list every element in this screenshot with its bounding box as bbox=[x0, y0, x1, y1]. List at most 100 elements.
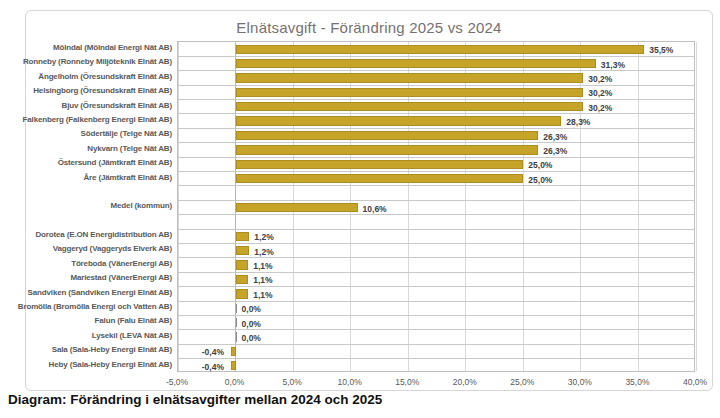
x-tick-label: 40,0% bbox=[683, 377, 707, 387]
bar-value-label: 31,3% bbox=[601, 60, 625, 70]
row-separator bbox=[178, 56, 694, 57]
bar-value-label: 26,3% bbox=[543, 146, 567, 156]
bar bbox=[236, 246, 250, 255]
bar-value-label: 30,2% bbox=[588, 103, 612, 113]
category-label: Bromölla (Bromölla Energi och Vatten AB) bbox=[18, 300, 172, 314]
row-separator bbox=[178, 128, 694, 129]
row-separator bbox=[178, 358, 694, 359]
bar bbox=[236, 59, 596, 68]
bar-value-label: 10,6% bbox=[363, 204, 387, 214]
x-tick-label: 35,0% bbox=[625, 377, 649, 387]
category-label: Heby (Sala-Heby Energi Elnät AB) bbox=[49, 358, 172, 372]
bar bbox=[236, 174, 524, 183]
row-separator bbox=[178, 113, 694, 114]
category-label: Ronneby (Ronneby Miljöteknik Elnät AB) bbox=[23, 55, 172, 69]
row-separator bbox=[178, 70, 694, 71]
row-separator bbox=[178, 301, 694, 302]
bar bbox=[236, 289, 249, 298]
row-separator bbox=[178, 171, 694, 172]
bar bbox=[236, 131, 539, 140]
bar bbox=[231, 347, 236, 356]
bar bbox=[236, 45, 645, 54]
bar-value-label: 1,1% bbox=[253, 290, 272, 300]
bar-value-label: 1,1% bbox=[253, 275, 272, 285]
category-label: Lysekil (LEVA Nät AB) bbox=[92, 329, 172, 343]
gridline bbox=[638, 42, 639, 371]
bar bbox=[236, 260, 249, 269]
bar-value-label: 0,0% bbox=[242, 304, 261, 314]
category-label: Ängelholm (Öresundskraft Elnät AB) bbox=[38, 70, 172, 84]
row-separator bbox=[178, 214, 694, 215]
bar-value-label: 30,2% bbox=[588, 74, 612, 84]
row-separator bbox=[178, 99, 694, 100]
row-separator bbox=[178, 286, 694, 287]
bar-value-label: 1,1% bbox=[253, 261, 272, 271]
chart-title: Elnätsavgift - Förändring 2025 vs 2024 bbox=[26, 19, 712, 36]
chart-container: Elnätsavgift - Förändring 2025 vs 2024 3… bbox=[25, 10, 713, 391]
category-label: Bjuv (Öresundskraft Elnät AB) bbox=[62, 99, 172, 113]
x-tick-label: 20,0% bbox=[453, 377, 477, 387]
category-label: Mölndal (Mölndal Energi Nät AB) bbox=[53, 41, 172, 55]
x-tick-label: 15,0% bbox=[395, 377, 419, 387]
bar-value-label: 28,3% bbox=[566, 117, 590, 127]
x-tick-label: 25,0% bbox=[510, 377, 534, 387]
bar bbox=[236, 332, 237, 341]
bar-value-label: 1,2% bbox=[254, 232, 273, 242]
bar-value-label: -0,4% bbox=[202, 362, 224, 372]
row-separator bbox=[178, 315, 694, 316]
bar bbox=[236, 145, 539, 154]
category-label: Sandviken (Sandviken Energi Elnät AB) bbox=[28, 286, 172, 300]
category-label: Helsingborg (Öresundskraft Elnät AB) bbox=[33, 84, 172, 98]
bar-value-label: 26,3% bbox=[543, 132, 567, 142]
category-label: Falkenberg (Falkenberg Energi Elnät AB) bbox=[23, 113, 172, 127]
x-tick-label: -5,0% bbox=[166, 377, 188, 387]
row-separator bbox=[178, 272, 694, 273]
bar bbox=[236, 203, 358, 212]
bar bbox=[236, 275, 249, 284]
page: Elnätsavgift - Förändring 2025 vs 2024 3… bbox=[0, 0, 720, 418]
category-label: Medel (kommun) bbox=[111, 199, 172, 213]
bar bbox=[236, 102, 584, 111]
row-separator bbox=[178, 344, 694, 345]
row-separator bbox=[178, 85, 694, 86]
chart-caption: Diagram: Förändring i elnätsavgifter mel… bbox=[8, 392, 382, 407]
row-separator bbox=[178, 157, 694, 158]
category-label: Östersund (Jämtkraft Elnät AB) bbox=[58, 156, 172, 170]
gridline bbox=[178, 42, 179, 371]
category-label: Södertälje (Telge Nät AB) bbox=[81, 127, 172, 141]
row-separator bbox=[178, 329, 694, 330]
category-label: Nykvarn (Telge Nät AB) bbox=[87, 142, 172, 156]
bar bbox=[236, 160, 524, 169]
category-label: Töreboda (VänerEnergi AB) bbox=[71, 257, 172, 271]
row-separator bbox=[178, 185, 694, 186]
row-separator bbox=[178, 229, 694, 230]
x-tick-label: 0,0% bbox=[225, 377, 244, 387]
bar bbox=[236, 232, 250, 241]
category-label: Åre (Jämtkraft Elnät AB) bbox=[83, 171, 172, 185]
bar bbox=[236, 116, 562, 125]
x-tick-label: 30,0% bbox=[568, 377, 592, 387]
category-label: Mariestad (VänerEnergi AB) bbox=[70, 271, 172, 285]
row-separator bbox=[178, 257, 694, 258]
bar bbox=[236, 304, 237, 313]
bar bbox=[231, 361, 236, 370]
bar-value-label: 35,5% bbox=[649, 45, 673, 55]
bar-value-label: 1,2% bbox=[254, 247, 273, 257]
bar bbox=[236, 88, 584, 97]
bar-value-label: 30,2% bbox=[588, 88, 612, 98]
gridline bbox=[696, 42, 697, 371]
row-separator bbox=[178, 200, 694, 201]
row-separator bbox=[178, 142, 694, 143]
bar-value-label: -0,4% bbox=[202, 347, 224, 357]
bar bbox=[236, 318, 237, 327]
category-label: Falun (Falu Elnät AB) bbox=[95, 314, 172, 328]
bar-value-label: 0,0% bbox=[242, 333, 261, 343]
bar-value-label: 25,0% bbox=[528, 160, 552, 170]
category-label: Vaggeryd (Vaggeryds Elverk AB) bbox=[53, 242, 172, 256]
category-label: Dorotea (E.ON Energidistribution AB) bbox=[35, 228, 172, 242]
x-tick-label: 5,0% bbox=[282, 377, 301, 387]
category-label: Sala (Sala-Heby Energi Elnät AB) bbox=[52, 343, 172, 357]
x-tick-label: 10,0% bbox=[338, 377, 362, 387]
bar bbox=[236, 73, 584, 82]
bar-value-label: 0,0% bbox=[242, 319, 261, 329]
